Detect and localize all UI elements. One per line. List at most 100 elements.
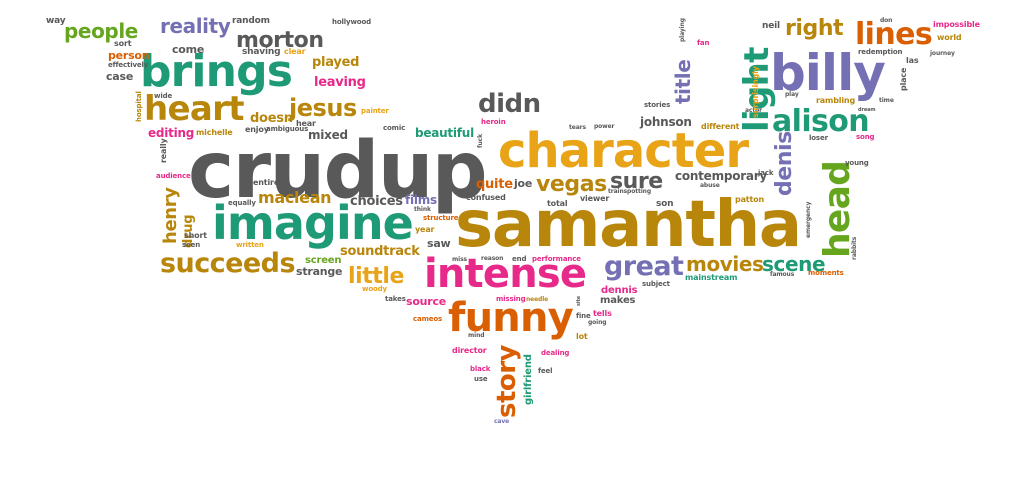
word-year: year [415,225,435,234]
word-needle: needle [526,296,549,303]
word-intense: intense [424,251,587,297]
word-enjoy: enjoy [245,125,269,134]
word-stories: stories [644,101,671,109]
word-saw: saw [427,237,451,250]
word-playing: playing [679,18,686,42]
word-choices: choices [350,194,403,209]
word-equally: equally [228,199,256,207]
word-billy: billy [770,44,886,102]
word-dream: dream [858,107,876,113]
word-structure: structure [423,214,459,222]
word-lot: lot [576,332,588,341]
word-mind: mind [468,332,485,339]
word-makes: makes [600,295,636,306]
word-play: play [785,91,799,98]
word-director: director [452,346,487,355]
word-clear: clear [284,47,306,56]
word-lines: lines [855,17,933,52]
word-screen: screen [305,255,342,266]
word-mixed: mixed [308,128,348,142]
word-different: different [701,122,740,131]
word-jesus: jesus [289,94,357,122]
word-song: song [856,133,875,141]
word-neil: neil [762,21,780,31]
word-vegas: vegas [536,172,607,197]
word-way: way [46,16,66,26]
word-hollywood: hollywood [332,18,371,26]
word-reality: reality [160,14,231,38]
word-story: story [492,345,522,418]
word-denis: denis [772,131,797,196]
word-doesn: doesn [250,111,293,126]
word-come: come [172,43,205,56]
word-soundtrack: soundtrack [340,244,420,259]
word-patton: patton [735,195,765,204]
word-world: world [937,33,962,42]
word-power: power [594,123,615,130]
word-subject: subject [642,280,670,288]
word-person: person [108,49,150,62]
word-short: short [184,231,207,240]
word-samantha: samantha [455,188,802,262]
word-henry: henry [160,187,181,244]
word-girlfriend: girlfriend [523,354,534,405]
word-title: title [671,59,695,104]
word-hear: hear [296,119,316,128]
word-performance: performance [532,255,581,263]
word-confused: confused [466,193,506,202]
word-comic: comic [383,124,406,132]
word-rambling: rambling [816,96,856,105]
word-trainspotting: trainspotting [608,188,651,195]
word-joe: joe [514,177,533,190]
word-takes: takes [385,295,406,303]
word-beautiful: beautiful [415,126,474,140]
word-wide: wide [154,92,173,100]
word-brings: brings [140,46,293,97]
word-people: people [64,19,138,43]
word-think: think [414,206,431,213]
word-maclean: maclean [258,188,332,207]
word-fine: fine [576,312,591,320]
word-character: character [498,123,749,179]
word-cave: cave [494,418,510,425]
word-viewer: viewer [580,194,610,203]
word-editing: editing [148,126,195,140]
word-great: great [604,251,684,282]
word-painter: painter [361,107,389,115]
word-case: case [106,70,134,83]
word-site: site [576,295,582,306]
word-fuck: fuck [477,134,484,148]
word-effectively: effectively [108,61,149,69]
word-johnson: johnson [640,115,692,129]
word-tears: tears [569,124,586,131]
word-dennis: dennis [601,285,638,296]
word-written: written [236,241,264,249]
word-woody: woody [362,285,387,293]
word-don: don [880,17,893,24]
word-ambiguous: ambiguous [266,125,309,133]
word-mainstream: mainstream [685,273,738,282]
word-fan: fan [697,39,710,47]
word-alison: alison [772,104,870,139]
word-missing: missing [496,295,526,303]
word-strange: strange [296,265,343,278]
word-surprisingly: surprisingly [751,66,760,118]
word-didn: didn [478,89,541,119]
word-tells: tells [593,309,612,318]
word-funny: funny [448,295,574,341]
word-michelle: michelle [196,128,233,137]
word-played: played [312,55,360,70]
word-actor: actor [745,107,762,114]
word-abuse: abuse [700,182,720,189]
word-little: little [348,264,404,289]
word-impossible: impossible [933,20,980,29]
word-son: son [656,199,674,209]
word-use: use [474,375,488,383]
word-young: young [845,159,869,167]
word-contemporary: contemporary [675,169,767,183]
word-right: right [785,16,844,41]
word-sort: sort [114,39,132,48]
word-famous: famous [770,271,795,278]
word-time: time [879,97,894,104]
